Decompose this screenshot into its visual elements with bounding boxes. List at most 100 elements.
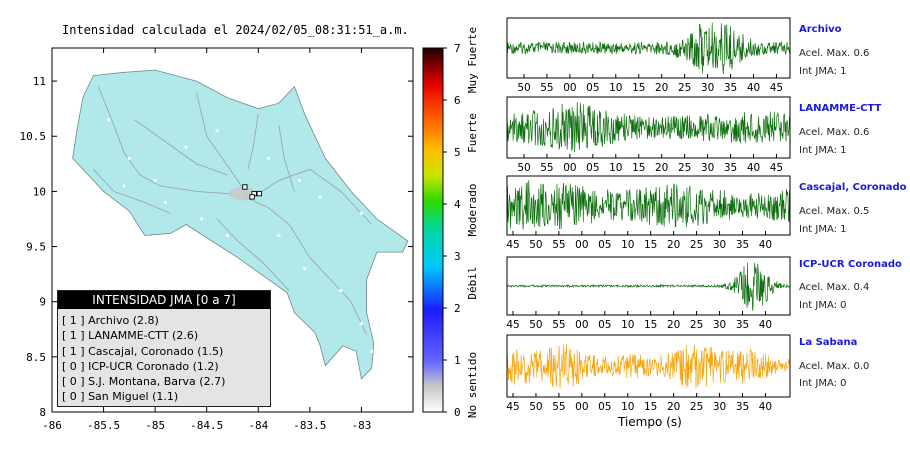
- waveform-x-tick-label: 35: [736, 239, 749, 251]
- town-marker: [153, 178, 157, 182]
- map-x-tick-label: -83: [351, 419, 371, 432]
- station-name: Cascajal, Coronado: [799, 182, 907, 193]
- colorbar-tick-label: 4: [454, 198, 461, 211]
- waveform-panel: 50 55 00 05 10 15 20 25 30 35 40 45: [506, 96, 791, 174]
- waveform-x-tick-label: 25: [690, 401, 703, 413]
- station-accel-max: Acel. Max. 0.4: [799, 282, 870, 293]
- waveform-x-tick-label: 30: [701, 82, 714, 94]
- legend-item: [ 1 ] LANAMME-CTT (2.6): [62, 329, 199, 343]
- station-name: ICP-UCR Coronado: [799, 259, 902, 270]
- legend-title: INTENSIDAD JMA [0 a 7]: [58, 291, 270, 309]
- station-name: LANAMME-CTT: [799, 103, 882, 114]
- waveform-x-tick-label: 15: [632, 162, 645, 174]
- waveform-x-tick-label: 05: [586, 82, 599, 94]
- waveform-x-tick-label: 55: [552, 319, 565, 331]
- waveform-x-tick-label: 00: [575, 401, 588, 413]
- waveform-frame: [506, 96, 791, 159]
- waveform-x-tick-label: 45: [770, 82, 783, 94]
- waveform-x-tick-label: 40: [759, 239, 772, 251]
- waveform-x-tick-label: 20: [667, 239, 680, 251]
- map-frame: [51, 47, 414, 413]
- waveform-x-tick-label: 25: [678, 162, 691, 174]
- map-road: [249, 168, 373, 225]
- waveform-x-tick-label: 30: [713, 239, 726, 251]
- waveform-x-tick-label: 25: [690, 319, 703, 331]
- station-marker: [256, 190, 262, 197]
- town-marker: [225, 233, 229, 238]
- map-x-tick-label: -84.5: [190, 419, 223, 432]
- waveform-x-tick-label: 45: [506, 239, 519, 251]
- map-road: [97, 86, 251, 200]
- waveform-x-tick-label: 50: [517, 162, 530, 174]
- colorbar-class-label: Fuerte: [466, 113, 479, 153]
- waveform-x-tick-label: 15: [644, 239, 657, 251]
- town-marker: [370, 349, 374, 353]
- colorbar-ramp: [422, 47, 444, 413]
- town-marker: [339, 289, 343, 293]
- waveform-x-tick-label: 40: [747, 82, 760, 94]
- waveform-x-tick-label: 05: [586, 162, 599, 174]
- waveform-x-tick-label: 35: [736, 319, 749, 331]
- waveform-x-tick-label: 35: [736, 401, 749, 413]
- station-name: La Sabana: [799, 337, 858, 348]
- station-int-jma: Int JMA: 1: [799, 145, 847, 156]
- waveform-x-tick-label: 50: [517, 82, 530, 94]
- page-title: Intensidad calculada el 2024/02/05_08:31…: [62, 23, 409, 37]
- waveform-x-tick-label: 55: [552, 401, 565, 413]
- waveform-x-tick-label: 20: [667, 319, 680, 331]
- waveform-panel: 45 50 55 00 05 10 15 20 25 30 35 40: [506, 175, 791, 251]
- waveform-x-tick-label: 10: [621, 319, 634, 331]
- map-x-tick-label: -86: [42, 419, 62, 432]
- waveform-x-tick-label: 00: [563, 82, 576, 94]
- town-marker: [215, 129, 219, 133]
- colorbar-tick-label: 5: [454, 146, 461, 159]
- colorbar-tick-label: 2: [454, 302, 461, 315]
- town-marker: [267, 156, 271, 160]
- station-int-jma: Int JMA: 0: [799, 378, 847, 389]
- intensity-legend: INTENSIDAD JMA [0 a 7] [ 1 ] Archivo (2.…: [57, 290, 271, 407]
- town-marker: [122, 184, 126, 188]
- town-marker: [297, 178, 302, 182]
- waveform-frame: [506, 17, 791, 79]
- legend-item: [ 1 ] Archivo (2.8): [62, 314, 159, 327]
- map-y-tick-label: 11: [33, 75, 46, 88]
- colorbar-class-label: Moderado: [466, 184, 479, 237]
- waveform-x-tick-label: 55: [540, 162, 553, 174]
- waveform-x-tick-label: 30: [701, 162, 714, 174]
- waveform-panel: 45 50 55 00 05 10 15 20 25 30 35 40: [506, 334, 791, 413]
- waveform-x-tick-label: 55: [552, 239, 565, 251]
- waveform-x-tick-label: 30: [713, 319, 726, 331]
- waveform-x-tick-label: 45: [506, 401, 519, 413]
- station-accel-max: Acel. Max. 0.0: [799, 361, 870, 372]
- map-panel: -86 -85.5 -85 -84.5 -84 -83.5 -83 8 8.5 9 9.5 10 10.…: [20, 47, 414, 432]
- map-road: [249, 198, 368, 335]
- waveform-x-tick-label: 45: [770, 162, 783, 174]
- map-road: [92, 168, 171, 214]
- waveform-trace: [506, 344, 791, 389]
- map-y-tick-label: 10.5: [20, 130, 47, 143]
- waveform-x-tick-label: 05: [598, 401, 611, 413]
- waveform-trace: [506, 102, 791, 153]
- waveform-x-tick-label: 15: [632, 82, 645, 94]
- station-int-jma: Int JMA: 1: [799, 66, 847, 77]
- map-road: [247, 114, 259, 170]
- town-marker: [236, 90, 240, 94]
- station-marker: [242, 184, 248, 190]
- waveform-x-tick-label: 25: [678, 82, 691, 94]
- colorbar-tick-label: 6: [454, 94, 461, 107]
- colorbar-class-label: Muy Fuerte: [466, 27, 479, 93]
- waveform-x-tick-label: 10: [609, 162, 622, 174]
- map-x-tick-label: -84: [248, 419, 268, 432]
- town-marker: [359, 322, 364, 326]
- legend-item: [ 0 ] ICP-UCR Coronado (1.2): [62, 359, 219, 373]
- waveform-x-tick-label: 15: [644, 401, 657, 413]
- waveform-x-tick-label: 40: [759, 401, 772, 413]
- waveform-x-tick-label: 15: [644, 319, 657, 331]
- time-axis-label: Tiempo (s): [618, 415, 682, 429]
- colorbar-tick-label: 0: [454, 406, 461, 419]
- waveform-x-tick-label: 50: [529, 239, 542, 251]
- waveform-frame: [506, 256, 791, 316]
- legend-item: [ 1 ] Cascajal, Coronado (1.5): [62, 344, 224, 358]
- town-marker: [127, 156, 131, 160]
